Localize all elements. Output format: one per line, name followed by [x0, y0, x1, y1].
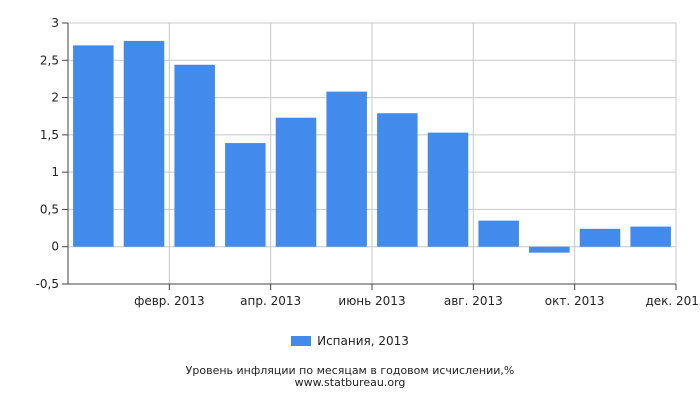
x-tick-label: февр. 2013 [134, 294, 205, 308]
x-tick-label: июнь 2013 [338, 294, 405, 308]
y-tick-label: 1 [51, 165, 59, 179]
bar [427, 132, 469, 247]
x-tick-label: апр. 2013 [240, 294, 301, 308]
x-tick-label: окт. 2013 [545, 294, 605, 308]
source-url: www.statbureau.org [294, 376, 406, 389]
bar [377, 113, 418, 247]
bar [529, 246, 570, 253]
x-tick-label: дек. 2013 [645, 294, 700, 308]
bar [579, 228, 621, 247]
y-tick-label: 0 [51, 240, 59, 254]
bar [326, 91, 367, 247]
y-tick-label: -0,5 [36, 277, 59, 291]
y-tick-label: 2 [51, 91, 59, 105]
y-tick-label: 2,5 [40, 53, 59, 67]
legend: Испания, 2013 [0, 334, 700, 348]
bar [630, 226, 671, 247]
x-tick-label: авг. 2013 [444, 294, 503, 308]
y-tick-label: 0,5 [40, 202, 59, 216]
bar [478, 220, 519, 247]
bar [123, 40, 165, 247]
y-tick-label: 1,5 [40, 128, 59, 142]
bar [73, 45, 114, 247]
bar [275, 117, 317, 247]
bar [174, 64, 215, 247]
bar [225, 143, 266, 247]
legend-label: Испания, 2013 [317, 334, 409, 348]
legend-swatch [291, 336, 312, 346]
chart-caption: Уровень инфляции по месяцам в годовом ис… [185, 364, 515, 377]
y-tick-label: 3 [51, 16, 59, 30]
